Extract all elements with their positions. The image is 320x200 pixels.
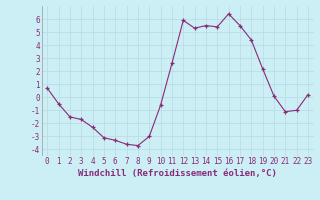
- X-axis label: Windchill (Refroidissement éolien,°C): Windchill (Refroidissement éolien,°C): [78, 169, 277, 178]
